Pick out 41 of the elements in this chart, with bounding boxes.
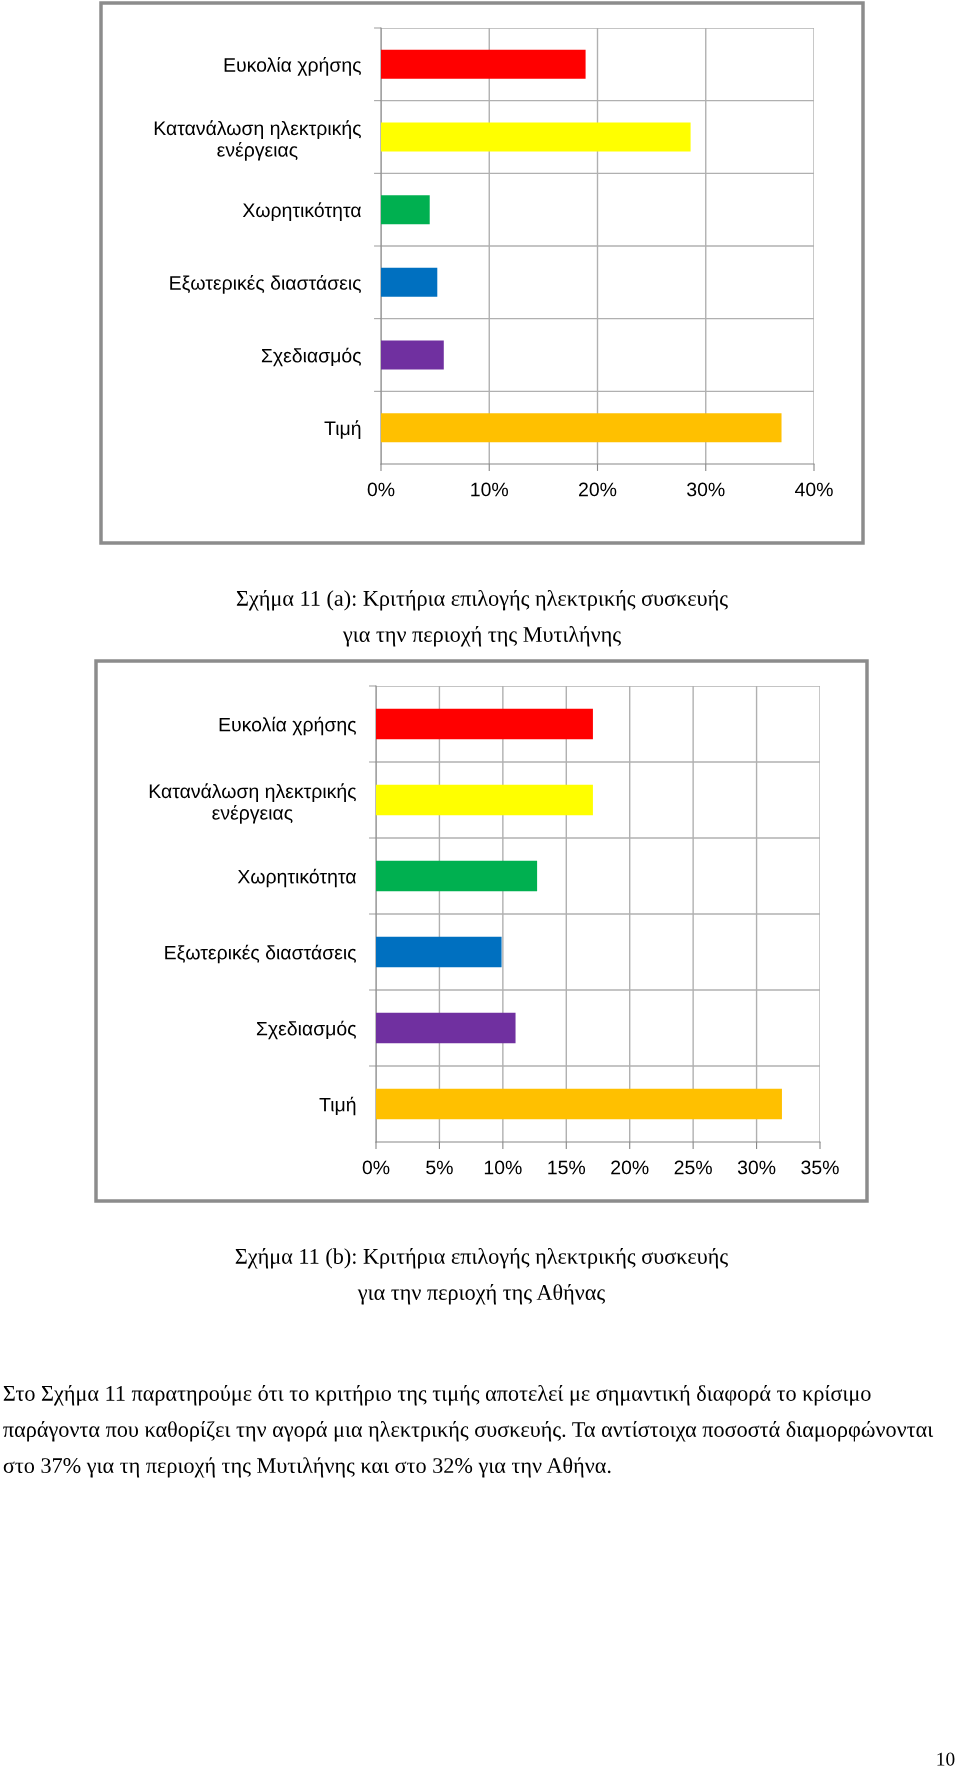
y-tick-label: Ευκολία χρήσης	[224, 57, 361, 76]
bar	[381, 413, 782, 443]
x-tick-label: 25%	[674, 1160, 712, 1175]
x-tick-label: 30%	[737, 1160, 776, 1175]
bar	[376, 708, 593, 740]
text: Σχήμα 11 (b): Κριτήρια επιλογής ηλεκτρικής συσκευής για την περιοχή της Αθήνας	[235, 1248, 728, 1305]
x-tick-label: 0%	[362, 1160, 390, 1175]
bar	[376, 860, 538, 892]
bar	[376, 1088, 782, 1120]
x-tick-label: 30%	[687, 482, 725, 497]
y-tick-label: Τιμή	[324, 420, 361, 440]
text: 10	[937, 1752, 955, 1766]
text: Σχήμα 11 (a): Κριτήρια επιλογής ηλεκτρικής συσκευής για την περιοχή της Μυτιλήνης	[236, 590, 728, 647]
y-tick-label: Τιμή	[319, 1096, 356, 1116]
bar	[381, 267, 438, 297]
x-tick-label: 10%	[484, 1160, 522, 1175]
bar	[376, 936, 502, 968]
y-tick-label: Εξωτερικές διαστάσεις	[170, 275, 361, 294]
y-tick-label: Σχεδιασμός	[261, 347, 361, 367]
y-tick-label: Κατανάλωση ηλεκτρικής ενέργειας	[154, 120, 361, 161]
y-tick-label: Κατανάλωση ηλεκτρικής ενέργειας	[149, 783, 356, 824]
x-tick-label: 5%	[426, 1160, 453, 1175]
bar	[381, 195, 430, 225]
y-tick-label: Εξωτερικές διαστάσεις	[165, 944, 356, 964]
bar	[381, 340, 444, 370]
x-tick-label: 20%	[579, 482, 617, 497]
x-tick-label: 40%	[794, 482, 833, 497]
text: Στο Σχήμα 11 παρατηρούμε ότι το κριτήριο της τιμής αποτελεί με σημαντική διαφορά το κρίσιμο παράγοντα που καθορίζει την αγορά μια ηλεκτρικής συσκευής. Τα αντίστοιχα ποσοστά διαμορφώνονται στο 37% για τη περιοχή της Μυτιλήνης και στο 32% για την Αθήνα.	[3, 1385, 934, 1478]
y-tick-label: Σχεδιασμός	[256, 1020, 356, 1040]
bar	[376, 1012, 516, 1044]
bar	[376, 784, 593, 816]
y-tick-label: Χωρητικότητα	[237, 868, 356, 888]
x-tick-label: 0%	[367, 482, 395, 497]
bar	[381, 122, 691, 152]
x-tick-label: 15%	[548, 1160, 586, 1175]
x-tick-label: 35%	[801, 1160, 839, 1175]
bar	[381, 49, 586, 79]
y-tick-label: Χωρητικότητα	[242, 202, 361, 222]
x-tick-label: 20%	[611, 1160, 649, 1175]
y-tick-label: Ευκολία χρήσης	[219, 716, 356, 736]
x-tick-label: 10%	[471, 482, 509, 497]
